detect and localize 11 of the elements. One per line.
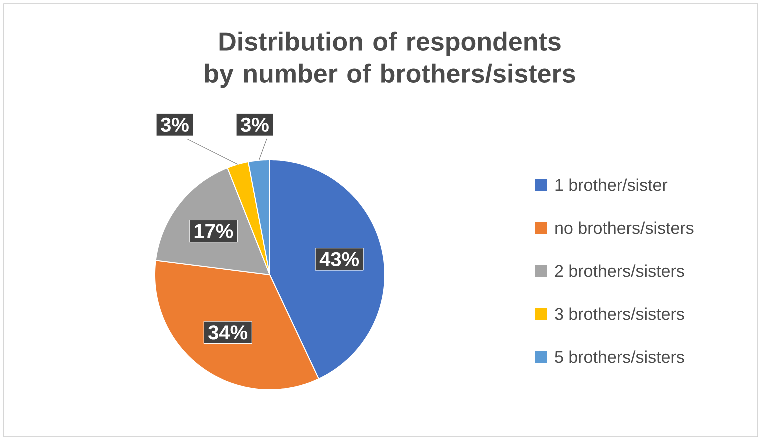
legend-label: 5 brothers/sisters xyxy=(555,350,684,364)
data-label: 3% xyxy=(161,118,189,132)
legend-label: 3 brothers/sisters xyxy=(555,308,684,320)
data-label: 43% xyxy=(320,252,360,267)
data-label: 34% xyxy=(208,326,248,340)
data-label: 17% xyxy=(194,224,234,238)
legend-label: 1 brother/sister xyxy=(556,178,668,192)
legend-label: no brothers/sisters xyxy=(556,222,694,234)
chart-title: Distribution of respondents by number of brothers/sisters xyxy=(205,32,576,88)
legend-label: 2 brothers/sisters xyxy=(555,264,684,278)
data-label: 3% xyxy=(241,118,269,132)
